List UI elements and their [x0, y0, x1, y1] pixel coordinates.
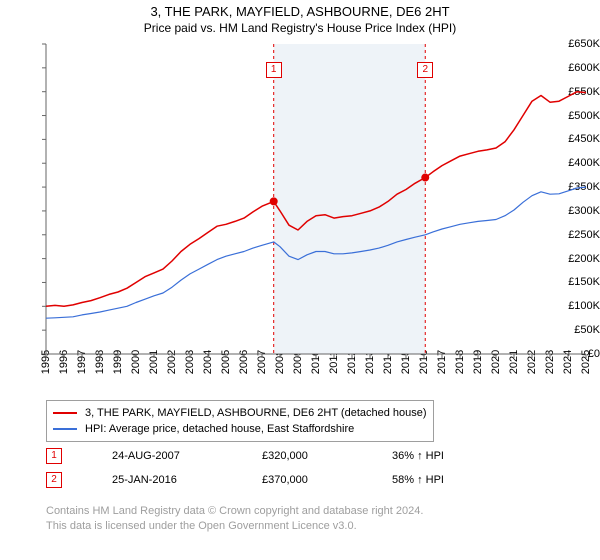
sales-table: 1 24-AUG-2007 £320,000 36% ↑ HPI 2 25-JAN-201…	[46, 448, 444, 496]
sale-marker-2: 2	[417, 62, 433, 78]
licence-line-2: This data is licensed under the Open Gov…	[46, 519, 423, 534]
chart-container: 3, THE PARK, MAYFIELD, ASHBOURNE, DE6 2H…	[0, 0, 600, 560]
licence-text: Contains HM Land Registry data © Crown c…	[46, 504, 423, 534]
sale-row-marker: 1	[46, 448, 62, 464]
sale-row: 2 25-JAN-2016 £370,000 58% ↑ HPI	[46, 472, 444, 488]
licence-line-1: Contains HM Land Registry data © Crown c…	[46, 504, 423, 519]
sale-date: 25-JAN-2016	[112, 474, 212, 486]
sale-price: £320,000	[262, 450, 342, 462]
legend-swatch	[53, 412, 77, 414]
sale-marker-1: 1	[266, 62, 282, 78]
legend-label: 3, THE PARK, MAYFIELD, ASHBOURNE, DE6 2H…	[85, 407, 427, 419]
legend-label: HPI: Average price, detached house, East…	[85, 423, 354, 435]
sale-date: 24-AUG-2007	[112, 450, 212, 462]
legend: 3, THE PARK, MAYFIELD, ASHBOURNE, DE6 2H…	[46, 400, 434, 442]
legend-item: 3, THE PARK, MAYFIELD, ASHBOURNE, DE6 2H…	[53, 405, 427, 421]
legend-swatch	[53, 428, 77, 430]
sale-delta: 58% ↑ HPI	[392, 474, 444, 486]
sale-row: 1 24-AUG-2007 £320,000 36% ↑ HPI	[46, 448, 444, 464]
legend-item: HPI: Average price, detached house, East…	[53, 421, 427, 437]
line-chart	[0, 0, 600, 362]
sale-price: £370,000	[262, 474, 342, 486]
sale-row-marker: 2	[46, 472, 62, 488]
sale-delta: 36% ↑ HPI	[392, 450, 444, 462]
